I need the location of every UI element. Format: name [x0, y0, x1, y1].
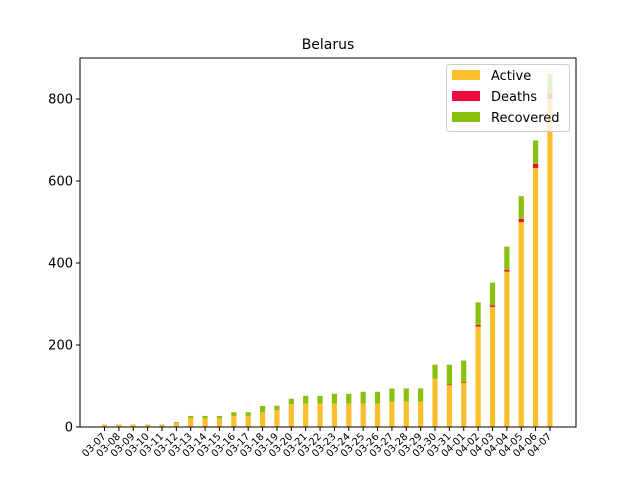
legend-label-recovered: Recovered [491, 111, 560, 126]
bar-recovered-03-31 [446, 364, 452, 385]
bar-recovered-03-25 [360, 391, 366, 404]
bar-recovered-04-05 [518, 196, 524, 219]
bar-active-03-22 [317, 403, 323, 427]
y-tick-label: 600 [48, 175, 73, 190]
bar-active-03-09 [130, 424, 136, 427]
bar-recovered-03-29 [418, 388, 424, 402]
bar-recovered-03-14 [202, 415, 208, 419]
bar-active-03-27 [389, 401, 395, 427]
bar-recovered-04-03 [489, 282, 496, 306]
bar-recovered-03-20 [288, 398, 294, 405]
y-tick-label: 200 [48, 339, 73, 354]
legend: Active Deaths Recovered [446, 64, 570, 132]
legend-swatch-active [452, 70, 480, 80]
bar-recovered-03-26 [374, 391, 381, 404]
bar-recovered-03-22 [317, 395, 323, 404]
bar-active-03-26 [374, 403, 381, 427]
bar-recovered-04-04 [504, 246, 510, 270]
bar-active-03-31 [446, 385, 452, 427]
bar-recovered-03-28 [403, 388, 409, 402]
bar-active-04-01 [461, 382, 467, 427]
bar-deaths-04-04 [504, 269, 510, 272]
chart-title: Belarus [302, 37, 355, 53]
legend-swatch-recovered [452, 112, 480, 122]
bar-active-03-18 [259, 412, 266, 427]
bar-recovered-03-24 [346, 393, 352, 404]
bar-active-03-20 [288, 404, 294, 427]
bar-recovered-03-13 [188, 415, 194, 418]
bar-active-03-15 [216, 418, 223, 427]
bar-active-03-23 [331, 403, 338, 427]
bar-recovered-03-12 [173, 422, 179, 424]
bar-active-03-24 [346, 403, 352, 427]
bar-active-04-07 [547, 99, 553, 427]
bar-active-04-04 [504, 271, 510, 427]
bar-recovered-03-15 [216, 415, 223, 419]
bar-recovered-04-06 [533, 140, 539, 164]
bar-recovered-03-16 [231, 412, 237, 416]
bar-recovered-03-19 [274, 405, 280, 411]
bar-active-03-13 [188, 417, 194, 427]
bar-active-04-06 [533, 167, 539, 427]
bar-active-03-19 [274, 410, 280, 427]
bar-recovered-03-21 [303, 395, 309, 404]
y-axis: 0 200 400 600 800 [48, 93, 80, 436]
bar-active-03-30 [432, 378, 438, 427]
bar-deaths-04-05 [518, 218, 524, 222]
bar-active-04-03 [489, 306, 496, 427]
bar-active-04-05 [518, 222, 524, 427]
bar-recovered-03-30 [432, 364, 438, 379]
bar-active-03-11 [159, 424, 165, 427]
bars-layer [101, 73, 553, 427]
bar-active-03-07 [101, 424, 108, 427]
bar-active-03-21 [303, 403, 309, 427]
bar-active-03-17 [245, 415, 251, 427]
y-tick-label: 0 [65, 421, 73, 436]
bar-recovered-03-23 [331, 393, 338, 404]
y-tick-label: 400 [48, 257, 73, 272]
bar-deaths-03-31 [446, 384, 452, 386]
bar-recovered-04-02 [475, 302, 481, 325]
bar-active-03-28 [403, 401, 409, 427]
bar-recovered-03-18 [259, 406, 266, 413]
bar-deaths-04-01 [461, 381, 467, 383]
bar-active-03-12 [173, 423, 179, 427]
legend-label-deaths: Deaths [491, 90, 537, 105]
bar-deaths-04-02 [475, 324, 481, 327]
legend-label-active: Active [491, 69, 531, 84]
bar-active-03-10 [145, 424, 151, 427]
plot-frame [79, 57, 577, 428]
bar-recovered-03-17 [245, 412, 251, 416]
y-tick-label: 800 [48, 93, 73, 108]
bar-deaths-04-03 [489, 305, 496, 307]
bar-active-03-29 [418, 401, 424, 427]
bar-recovered-03-27 [389, 388, 395, 402]
bar-deaths-04-06 [533, 163, 539, 168]
bar-active-03-25 [360, 403, 366, 427]
bar-active-03-14 [202, 418, 208, 427]
bar-recovered-04-01 [461, 360, 467, 382]
bar-active-04-02 [475, 326, 481, 427]
bar-active-03-16 [231, 415, 237, 427]
legend-swatch-deaths [452, 91, 480, 101]
bar-active-03-08 [116, 424, 122, 427]
